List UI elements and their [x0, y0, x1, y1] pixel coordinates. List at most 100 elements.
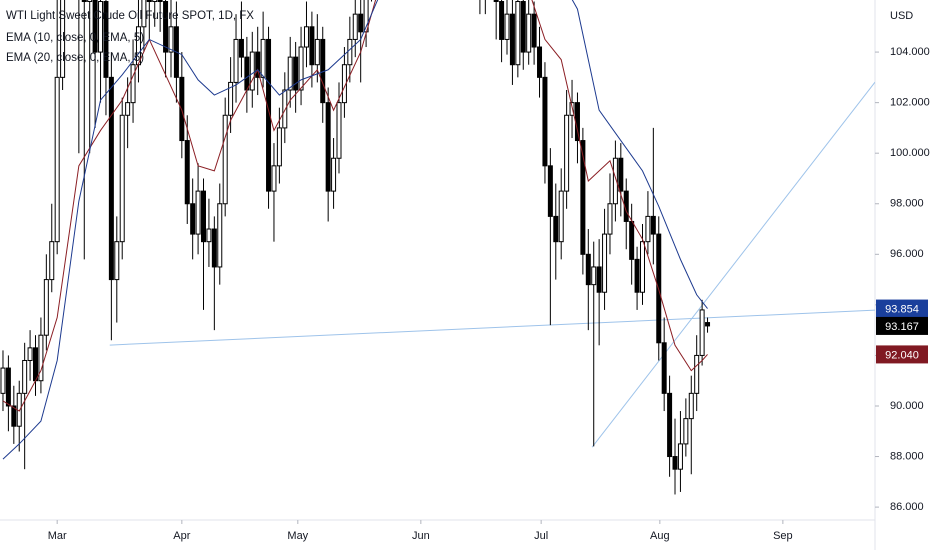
y-tick-label: 86.000 — [890, 501, 924, 513]
candle-body — [683, 418, 689, 445]
candle-body — [358, 13, 364, 33]
ema-line — [2, 0, 708, 460]
candle-body — [103, 1, 109, 78]
axis-unit: USD — [890, 10, 913, 22]
candle-body — [331, 157, 337, 192]
candle-body — [537, 46, 543, 78]
candle-body — [564, 114, 570, 192]
candle-body — [282, 89, 288, 129]
candle-body — [580, 140, 586, 255]
candle-body — [87, 0, 93, 3]
candle-body — [11, 405, 17, 427]
price-label-bg — [876, 316, 928, 335]
candle-body — [661, 342, 667, 394]
candle-body — [152, 0, 158, 3]
candle-body — [195, 190, 201, 235]
candle-body — [60, 0, 66, 78]
candle-body — [260, 38, 266, 78]
candle-body — [672, 456, 678, 470]
candle-body — [5, 367, 11, 407]
candle-body — [694, 354, 700, 394]
candle-body — [677, 443, 683, 470]
candle-body — [542, 76, 548, 167]
candle-body — [201, 190, 207, 243]
candle-body — [38, 334, 44, 382]
candle-body — [184, 140, 190, 205]
candle-body — [688, 392, 694, 420]
candle-body — [629, 220, 635, 260]
candle-body — [596, 266, 602, 293]
candle-body — [43, 279, 49, 336]
x-tick-label: Jul — [534, 530, 548, 542]
x-tick-label: Apr — [173, 530, 190, 542]
price-label: 93.854 — [885, 303, 919, 315]
candle-body — [217, 203, 223, 268]
candle-body — [645, 215, 651, 243]
candle-body — [634, 258, 640, 293]
candle-body — [287, 56, 293, 91]
candle-body — [553, 215, 559, 243]
candle-body — [650, 215, 656, 235]
price-label-bg — [876, 345, 928, 364]
x-tick-label: Mar — [48, 530, 67, 542]
candle-body — [32, 347, 38, 382]
candle-body — [558, 190, 564, 243]
candle-body — [92, 0, 98, 53]
trend-line — [109, 309, 875, 346]
candle-body — [179, 76, 185, 142]
x-tick-label: Aug — [650, 530, 670, 542]
candle-body — [618, 157, 624, 192]
candle-body — [607, 203, 613, 235]
candle-body — [520, 1, 526, 53]
candle-body — [585, 253, 591, 286]
candle-body — [146, 0, 152, 3]
candle-body — [298, 46, 304, 91]
candle-body — [336, 102, 342, 159]
ema-line — [2, 0, 708, 412]
candle-body — [108, 76, 114, 281]
candle-body — [222, 114, 228, 205]
candle-body — [309, 26, 315, 66]
candle-body — [705, 322, 711, 327]
candle-body — [228, 81, 234, 116]
x-tick-label: May — [287, 530, 308, 542]
candle-body — [667, 392, 673, 458]
candle-body — [591, 266, 597, 286]
y-tick-label: 100.000 — [890, 147, 930, 159]
candle-body — [114, 241, 120, 281]
candle-body — [98, 1, 104, 53]
candle-body — [211, 228, 217, 268]
candle-body — [276, 127, 282, 167]
candle-body — [54, 76, 60, 243]
price-label: 92.040 — [885, 349, 919, 361]
candle-body — [504, 13, 510, 40]
candle-body — [303, 26, 309, 48]
candle-body — [168, 26, 174, 53]
candle-body — [547, 165, 553, 217]
price-label: 93.167 — [885, 321, 919, 333]
trend-line — [591, 81, 875, 448]
x-tick-label: Sep — [773, 530, 793, 542]
candle-body — [699, 309, 705, 356]
candle-body — [206, 228, 212, 243]
candle-body — [125, 102, 131, 116]
candle-body — [499, 1, 505, 40]
candle-body — [515, 1, 521, 66]
candle-body — [325, 102, 331, 192]
x-tick-label: Jun — [412, 530, 430, 542]
candle-body — [526, 13, 532, 53]
candle-body — [238, 38, 244, 58]
legend-title: WTI Light Sweet Crude Oil Future SPOT, 1… — [6, 10, 254, 22]
candle-body — [531, 13, 537, 48]
candle-body — [244, 56, 250, 91]
candle-body — [255, 51, 261, 78]
candle-body — [509, 13, 515, 66]
y-tick-label: 90.000 — [890, 400, 924, 412]
candle-body — [352, 13, 358, 40]
legend-entry: EMA (20, close, 0, EMA, 5) — [6, 52, 144, 64]
candle-body — [27, 347, 33, 361]
candle-body — [639, 241, 645, 293]
candle-body — [130, 64, 136, 104]
y-tick-label: 96.000 — [890, 248, 924, 260]
candle-body — [233, 38, 239, 83]
